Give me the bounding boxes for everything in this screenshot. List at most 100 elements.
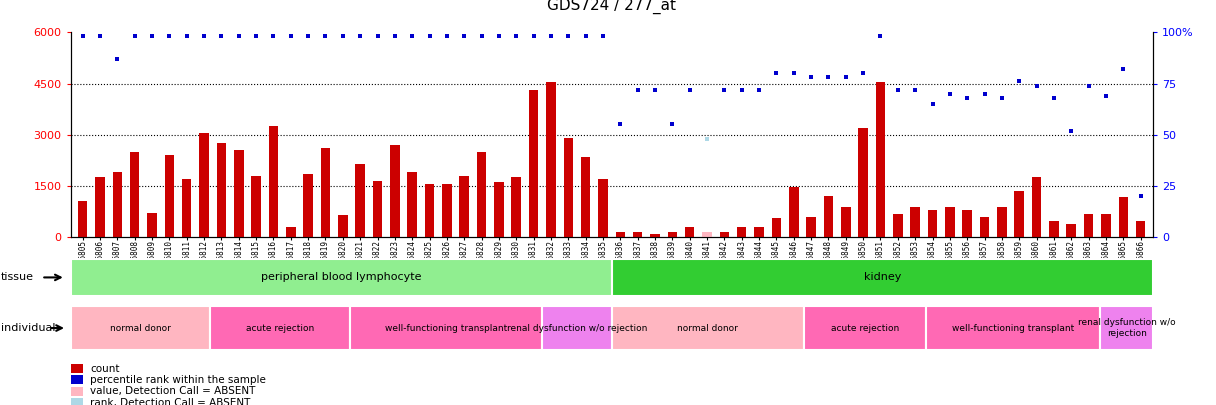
Point	[420, 33, 439, 40]
Point	[316, 33, 336, 40]
Point	[367, 33, 387, 40]
Bar	[546, 82, 556, 237]
Bar	[338, 215, 348, 237]
Point	[610, 121, 630, 128]
Bar	[754, 227, 764, 237]
Bar	[252, 176, 261, 237]
Bar	[651, 234, 660, 237]
Point	[402, 33, 422, 40]
Point	[854, 70, 873, 77]
Point	[697, 136, 716, 142]
Point	[646, 86, 665, 93]
Bar	[823, 196, 833, 237]
Bar	[113, 172, 122, 237]
Point	[333, 33, 353, 40]
Bar	[477, 152, 486, 237]
Point	[818, 74, 838, 81]
Bar	[928, 210, 938, 237]
Bar	[233, 150, 243, 237]
Bar	[460, 176, 469, 237]
Text: rank, Detection Call = ABSENT: rank, Detection Call = ABSENT	[90, 398, 250, 405]
Bar	[407, 172, 417, 237]
Point	[784, 70, 804, 77]
Point	[576, 33, 596, 40]
Point	[1079, 82, 1098, 89]
Point	[73, 33, 92, 40]
Point	[749, 86, 769, 93]
Bar	[1136, 221, 1145, 237]
Bar	[321, 148, 331, 237]
Bar	[911, 207, 921, 237]
Bar	[876, 82, 885, 237]
Point	[1096, 93, 1115, 99]
Bar	[78, 201, 88, 237]
Point	[1114, 66, 1133, 72]
Point	[385, 33, 405, 40]
Bar	[286, 227, 295, 237]
Point	[1062, 127, 1081, 134]
Text: count: count	[90, 364, 119, 373]
Bar	[893, 214, 902, 237]
Point	[766, 70, 786, 77]
Bar	[199, 133, 209, 237]
Point	[142, 33, 162, 40]
Text: individual: individual	[1, 323, 56, 333]
Bar	[1032, 177, 1041, 237]
Bar	[373, 181, 382, 237]
Point	[524, 33, 544, 40]
Point	[992, 95, 1012, 101]
Point	[923, 101, 942, 107]
Bar	[130, 152, 140, 237]
Point	[438, 33, 457, 40]
Point	[1026, 82, 1046, 89]
Text: well-functioning transplant: well-functioning transplant	[952, 324, 1074, 333]
Point	[178, 33, 197, 40]
Bar	[668, 232, 677, 237]
Bar	[1014, 191, 1024, 237]
Bar	[443, 184, 451, 237]
Point	[229, 33, 248, 40]
Text: well-functioning transplant: well-functioning transplant	[384, 324, 507, 333]
Point	[627, 86, 647, 93]
Point	[906, 86, 925, 93]
Bar	[95, 177, 105, 237]
Point	[1045, 95, 1064, 101]
Bar	[269, 126, 278, 237]
Bar	[390, 145, 400, 237]
Bar	[806, 217, 816, 237]
Point	[801, 74, 821, 81]
Bar	[1083, 214, 1093, 237]
Point	[663, 121, 682, 128]
Bar	[598, 179, 608, 237]
Bar	[789, 188, 799, 237]
Text: renal dysfunction w/o
rejection: renal dysfunction w/o rejection	[1077, 318, 1176, 338]
Bar	[494, 182, 503, 237]
Point	[350, 33, 370, 40]
Bar	[685, 227, 694, 237]
Text: kidney: kidney	[863, 273, 901, 282]
Bar	[1102, 214, 1110, 237]
Bar	[841, 207, 850, 237]
Point	[159, 33, 179, 40]
Text: GDS724 / 277_at: GDS724 / 277_at	[547, 0, 676, 14]
Bar	[1049, 221, 1059, 237]
Bar	[563, 138, 573, 237]
Point	[940, 90, 959, 97]
Bar	[737, 227, 747, 237]
Point	[541, 33, 561, 40]
Point	[975, 90, 995, 97]
Point	[472, 33, 491, 40]
Bar	[512, 177, 520, 237]
Bar	[945, 207, 955, 237]
Bar	[581, 157, 591, 237]
Text: tissue: tissue	[1, 273, 34, 282]
Text: acute rejection: acute rejection	[246, 324, 314, 333]
Point	[455, 33, 474, 40]
Text: normal donor: normal donor	[677, 324, 738, 333]
Point	[680, 86, 699, 93]
Bar	[858, 128, 868, 237]
Text: value, Detection Call = ABSENT: value, Detection Call = ABSENT	[90, 386, 255, 396]
Bar	[147, 213, 157, 237]
Bar	[962, 210, 972, 237]
Point	[888, 86, 907, 93]
